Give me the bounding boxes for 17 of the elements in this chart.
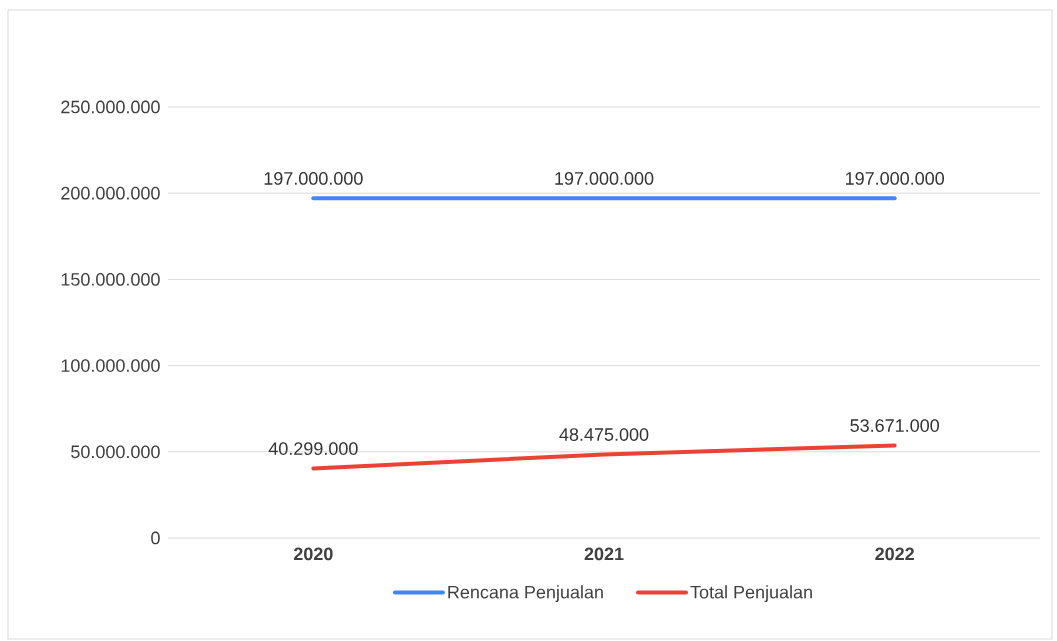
legend-label: Rencana Penjualan [448,585,603,603]
y-tick-label: 50.000.000 [71,445,160,459]
data-label: 197.000.000 [845,172,945,185]
y-tick-label: 150.000.000 [61,273,160,286]
y-tick-label: 250.000.000 [61,100,160,114]
data-label: 197.000.000 [555,172,654,185]
x-tick-label: 2022 [875,547,914,561]
data-label: 40.299.000 [268,442,358,455]
data-label: 53.671.000 [850,419,940,432]
y-tick-label: 100.000.000 [61,359,160,372]
data-label: 48.475.000 [559,428,649,441]
data-label: 197.000.000 [264,172,363,185]
y-tick-label: 200.000.000 [61,186,160,200]
x-tick-label: 2021 [584,547,624,561]
legend-label: Total Penjualan [690,585,812,603]
x-tick-label: 2020 [293,547,333,561]
y-tick-label: 0 [151,531,160,545]
